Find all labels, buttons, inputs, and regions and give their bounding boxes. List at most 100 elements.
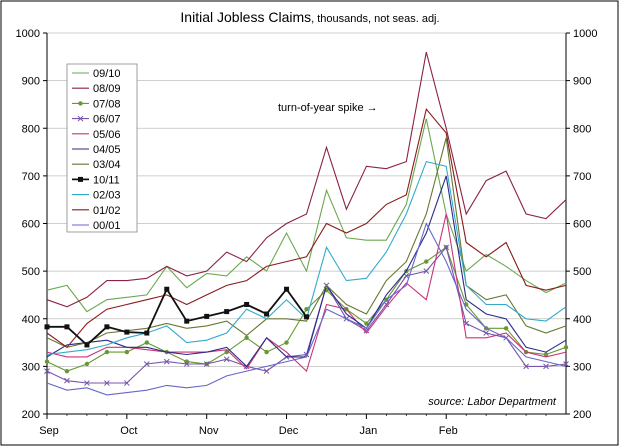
y-tick-label-right: 400 (573, 314, 591, 326)
series-07-08-marker (244, 335, 249, 340)
series-10-11-marker (124, 329, 130, 335)
legend-item-10-11: 10/11 (72, 174, 120, 186)
series-06-07-marker (64, 377, 70, 384)
series-10-11-line (47, 287, 308, 347)
legend-item-06-07-label: 06/07 (93, 114, 121, 126)
series-06-07-marker (483, 330, 490, 336)
series-07-08-marker (543, 352, 549, 357)
series-06-07-marker (423, 268, 430, 274)
legend-item-05-06: 05/06 (72, 129, 121, 141)
series-06-07-marker (543, 363, 549, 370)
legend-item-07-08-label: 07/08 (93, 98, 121, 110)
series-07-08-marker (144, 340, 150, 345)
legend-item-09-10-label: 09/10 (93, 68, 121, 80)
legend-item-03-04: 03/04 (72, 159, 121, 171)
y-tick-label-right: 700 (573, 171, 591, 183)
series-10-11-marker (224, 309, 230, 315)
series-10-11-marker (244, 301, 250, 307)
series-06-07-marker (203, 361, 210, 367)
series-08-09 (46, 51, 567, 308)
legend-item-00-01-label: 00/01 (93, 220, 121, 232)
series-06-07-marker (183, 361, 190, 367)
series-06-07-marker (523, 363, 529, 370)
series-10-11-marker (84, 342, 90, 348)
series-09-10-line (46, 118, 567, 313)
y-tick-label-left: 900 (22, 76, 40, 88)
series-07-08-marker (424, 259, 429, 264)
series-10-11 (44, 286, 309, 348)
x-tick-label: Jan (360, 425, 378, 437)
series-10-11-marker (264, 311, 270, 317)
y-tick-label-left: 200 (22, 409, 40, 421)
legend-item-08-09: 08/09 (72, 83, 121, 95)
annotation-turn-of-year: turn-of-year spike → (278, 102, 378, 114)
x-tick-label: Oct (120, 425, 137, 437)
y-tick-label-right: 1000 (573, 28, 597, 40)
series-10-11-marker (44, 324, 50, 330)
legend-item-02-03-label: 02/03 (93, 190, 121, 202)
series-06-07 (44, 244, 569, 386)
series-10-11-marker (204, 313, 210, 319)
axes (43, 32, 570, 419)
legend-item-09-10: 09/10 (72, 68, 121, 80)
series-10-11-marker (284, 286, 290, 292)
series-07-08-marker (64, 368, 70, 374)
series-08-09-line (46, 51, 567, 308)
series-09-10 (46, 118, 567, 313)
legend-item-01-02-label: 01/02 (93, 205, 121, 217)
series-07-08-marker (304, 307, 309, 312)
chart-subtitle: , thousands, not seas. adj. (311, 13, 439, 25)
series-10-11-marker (164, 286, 170, 292)
legend-item-10-11-marker (78, 176, 83, 182)
legend-item-06-07-marker (77, 115, 84, 122)
x-tick-label: Dec (279, 425, 299, 437)
series-06-07-marker (363, 327, 370, 334)
series-07-08-marker (124, 349, 130, 355)
series-07-08-marker (84, 361, 90, 367)
x-tick-label: Sep (39, 425, 59, 437)
series-10-11-marker (64, 324, 70, 330)
y-tick-label-left: 600 (22, 219, 40, 231)
x-tick-label: Feb (439, 425, 458, 437)
y-tick-label-right: 200 (573, 409, 591, 421)
legend-items: 09/10 08/09 07/08 06/07 05/06 04/05 03/04 10/11… (72, 68, 121, 232)
y-tick-label-right: 600 (573, 219, 591, 231)
series-05-06 (46, 213, 567, 373)
series-01-02 (46, 108, 567, 349)
series-06-07-marker (123, 380, 130, 386)
y-tick-label-right: 800 (573, 123, 591, 135)
x-tick-label: Nov (199, 425, 219, 437)
legend-item-04-05-label: 04/05 (93, 144, 121, 156)
legend-box (66, 63, 138, 233)
series-06-07-marker (263, 368, 270, 374)
source-note: source: Labor Department (428, 396, 557, 408)
legend-item-04-05: 04/05 (72, 144, 121, 156)
legend-item-01-02: 01/02 (72, 205, 121, 217)
y-tick-label-right: 300 (573, 361, 591, 373)
y-tick-label-left: 700 (22, 171, 40, 183)
legend-item-05-06-label: 05/06 (93, 129, 121, 141)
series-06-07-marker (143, 361, 150, 367)
series-10-11-marker (184, 318, 190, 324)
series-06-07-marker (403, 273, 410, 279)
series-00-01 (46, 222, 567, 396)
legend-item-08-09-label: 08/09 (93, 83, 121, 95)
chart-title: Initial Jobless Claims, thousands, not s… (180, 9, 439, 25)
legend-item-10-11-label: 10/11 (93, 174, 120, 186)
series-10-11-marker (144, 330, 150, 336)
series-06-07-marker (223, 356, 230, 363)
series-07-08-marker (104, 349, 110, 355)
legend-item-03-04-label: 03/04 (93, 159, 121, 171)
series-01-02-line (46, 108, 567, 349)
legend-item-00-01: 00/01 (72, 220, 121, 232)
y-axis-right-labels: 200 300 400 500 600 700 800 900 1000 (573, 28, 597, 421)
series-06-07-marker (443, 244, 450, 251)
y-tick-label-left: 1000 (16, 28, 40, 40)
series-07-08-marker (364, 321, 369, 326)
series-06-07-marker (163, 358, 170, 365)
legend-item-07-08: 07/08 (72, 98, 121, 110)
series-03-04-line (46, 137, 567, 348)
series-10-11-marker (304, 314, 309, 320)
